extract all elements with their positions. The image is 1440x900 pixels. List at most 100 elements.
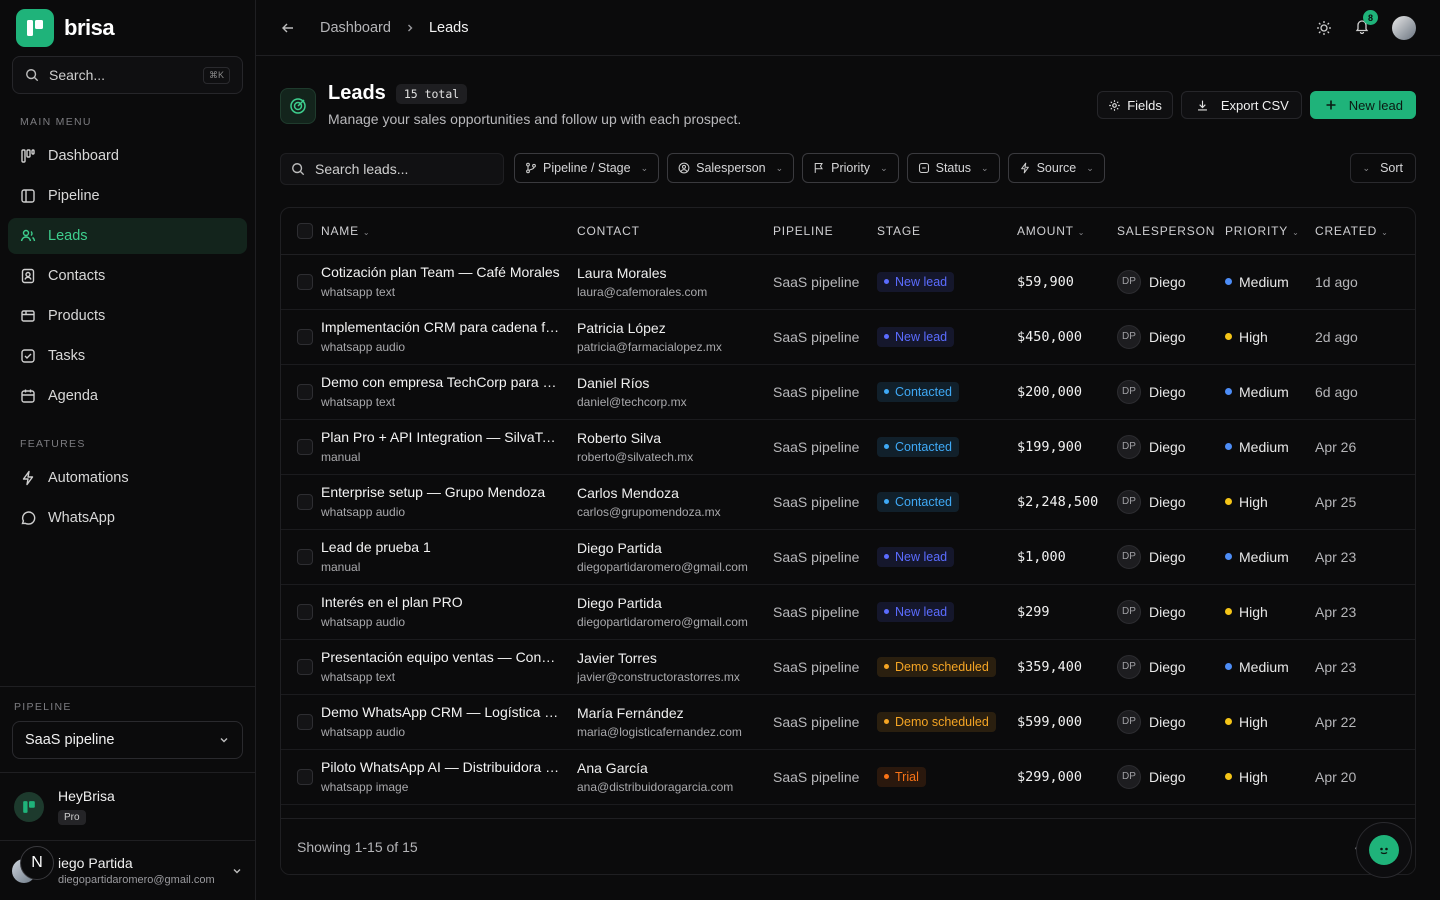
- avatar[interactable]: [1392, 15, 1416, 40]
- amount: $59,900: [1017, 254, 1117, 310]
- filter-salesperson[interactable]: Salesperson ⌄: [667, 153, 795, 183]
- table-row[interactable]: Plan Pro + API Integration — SilvaTech ma…: [281, 419, 1415, 475]
- lead-name[interactable]: Cotización plan Team — Café Morales: [321, 264, 560, 280]
- search-input[interactable]: Search... ⌘K: [12, 56, 243, 94]
- row-checkbox[interactable]: [297, 603, 313, 620]
- brand-name: brisa: [64, 15, 115, 40]
- notifications-button[interactable]: 8: [1354, 10, 1378, 37]
- pipeline-label: PIPELINE: [14, 701, 72, 713]
- chat-assistant-button[interactable]: [1356, 822, 1412, 878]
- new-lead-label: New lead: [1348, 97, 1403, 113]
- avatar: DP: [1117, 709, 1141, 734]
- breadcrumb-dashboard[interactable]: Dashboard: [320, 19, 391, 36]
- row-checkbox[interactable]: [297, 548, 313, 565]
- lead-name[interactable]: Lead de prueba 1: [321, 539, 431, 555]
- sidebar-item-tasks[interactable]: Tasks: [8, 338, 247, 374]
- chevron-down-icon: ⌄: [981, 162, 989, 173]
- row-checkbox[interactable]: [297, 493, 313, 510]
- contact-email: patricia@farmacialopez.mx: [577, 339, 722, 354]
- next-dev-badge[interactable]: N: [20, 846, 54, 880]
- table-row[interactable]: Cotización plan Team — Café Morales whats…: [281, 254, 1415, 310]
- filter-priority[interactable]: Priority ⌄: [802, 153, 899, 183]
- sidebar-item-label: WhatsApp: [48, 510, 115, 526]
- row-checkbox[interactable]: [297, 328, 313, 345]
- new-lead-button[interactable]: New lead: [1309, 91, 1416, 119]
- table-row[interactable]: Enterprise setup — Grupo Mendoza whatsapp…: [281, 474, 1415, 530]
- table-row[interactable]: Interés en el plan PRO whatsapp audio Dieg…: [281, 584, 1415, 640]
- column-created[interactable]: CREATED ⌄: [1315, 208, 1415, 255]
- stage-label: Contacted: [895, 384, 952, 399]
- status-icon: [918, 162, 929, 174]
- row-checkbox[interactable]: [297, 273, 313, 290]
- sidebar-item-products[interactable]: Products: [8, 298, 247, 334]
- row-checkbox[interactable]: [297, 438, 313, 455]
- row-checkbox[interactable]: [297, 713, 313, 730]
- avatar: DP: [1117, 324, 1141, 349]
- sort-button[interactable]: ⌄ Sort: [1349, 153, 1416, 183]
- table-row[interactable]: Presentación equipo ventas — Constructor…: [281, 639, 1415, 695]
- salesperson-name: Diego: [1149, 328, 1186, 345]
- lead-name[interactable]: Piloto WhatsApp AI — Distribuidora Garcí…: [321, 759, 561, 775]
- filter-status[interactable]: Status ⌄: [906, 153, 1000, 183]
- amount: $450,000: [1017, 309, 1117, 365]
- sidebar-item-whatsapp[interactable]: WhatsApp: [8, 500, 247, 536]
- table-row[interactable]: Piloto WhatsApp AI — Distribuidora Garcí…: [281, 749, 1415, 805]
- pipeline-select[interactable]: SaaS pipeline: [12, 721, 243, 759]
- sidebar-item-automations[interactable]: Automations: [8, 460, 247, 496]
- row-checkbox[interactable]: [297, 658, 313, 675]
- brand[interactable]: brisa: [0, 0, 255, 56]
- table-row[interactable]: Implementación CRM para cadena farmacias…: [281, 309, 1415, 365]
- stage-label: New lead: [895, 274, 948, 289]
- lead-source: whatsapp text: [321, 670, 396, 684]
- sidebar-item-dashboard[interactable]: Dashboard: [8, 138, 247, 174]
- column-name[interactable]: NAME ⌄: [321, 208, 577, 255]
- lead-name[interactable]: Presentación equipo ventas — Constructor…: [321, 649, 561, 665]
- priority-dot: [1225, 498, 1232, 505]
- stage-badge: Demo scheduled: [877, 656, 996, 677]
- fields-button[interactable]: Fields: [1097, 91, 1173, 119]
- back-arrow-icon[interactable]: [280, 20, 296, 36]
- pipeline-selector-block: PIPELINE SaaS pipeline: [0, 686, 255, 759]
- priority-label: Medium: [1239, 383, 1289, 400]
- sidebar-item-contacts[interactable]: Contacts: [8, 258, 247, 294]
- sidebar-item-agenda[interactable]: Agenda: [8, 378, 247, 414]
- lead-name[interactable]: Demo WhatsApp CRM — Logística Fernández: [321, 704, 561, 720]
- leads-search-input[interactable]: Search leads...: [280, 153, 504, 185]
- priority-label: High: [1239, 713, 1268, 730]
- amount: $2,248,500: [1017, 474, 1117, 530]
- lead-name[interactable]: Implementación CRM para cadena farmacias: [321, 319, 561, 335]
- target-icon: [280, 88, 316, 124]
- pipeline-name: SaaS pipeline: [773, 254, 877, 310]
- theme-toggle-icon[interactable]: [1316, 20, 1332, 36]
- pipeline-name: SaaS pipeline: [773, 529, 877, 585]
- row-checkbox[interactable]: [297, 768, 313, 785]
- priority-dot: [1225, 553, 1232, 560]
- chevron-down-icon: [233, 868, 241, 873]
- pipeline-name: SaaS pipeline: [773, 309, 877, 365]
- stage-dot: [884, 774, 889, 780]
- amount: $199,900: [1017, 419, 1117, 475]
- filter-source[interactable]: Source ⌄: [1007, 153, 1105, 183]
- export-csv-button[interactable]: Export CSV: [1180, 91, 1302, 119]
- stage-label: Contacted: [895, 494, 952, 509]
- lead-name[interactable]: Demo con empresa TechCorp para equipo: [321, 374, 561, 390]
- org-switcher[interactable]: HeyBrisa Pro: [0, 772, 255, 840]
- sidebar-item-leads[interactable]: Leads: [8, 218, 247, 254]
- priority-label: High: [1239, 768, 1268, 785]
- lead-source: whatsapp audio: [321, 505, 406, 519]
- filter-pipeline-stage[interactable]: Pipeline / Stage ⌄: [514, 153, 660, 183]
- row-checkbox[interactable]: [297, 383, 313, 400]
- column-priority[interactable]: PRIORITY ⌄: [1225, 208, 1315, 255]
- table-row[interactable]: Lead de prueba 1 manual Diego Partida diego…: [281, 529, 1415, 585]
- select-all-checkbox[interactable]: [297, 222, 313, 239]
- table-row[interactable]: Demo con empresa TechCorp para equipo wha…: [281, 364, 1415, 420]
- lead-name[interactable]: Interés en el plan PRO: [321, 594, 463, 610]
- lead-name[interactable]: Enterprise setup — Grupo Mendoza: [321, 484, 546, 500]
- column-amount[interactable]: AMOUNT ⌄: [1017, 208, 1117, 255]
- stage-badge: New lead: [877, 546, 955, 567]
- table-row[interactable]: Demo WhatsApp CRM — Logística Fernández w…: [281, 694, 1415, 750]
- lead-name[interactable]: Plan Pro + API Integration — SilvaTech: [321, 429, 561, 445]
- sidebar-item-pipeline[interactable]: Pipeline: [8, 178, 247, 214]
- avatar: DP: [1117, 764, 1141, 789]
- lead-source: whatsapp text: [321, 395, 396, 409]
